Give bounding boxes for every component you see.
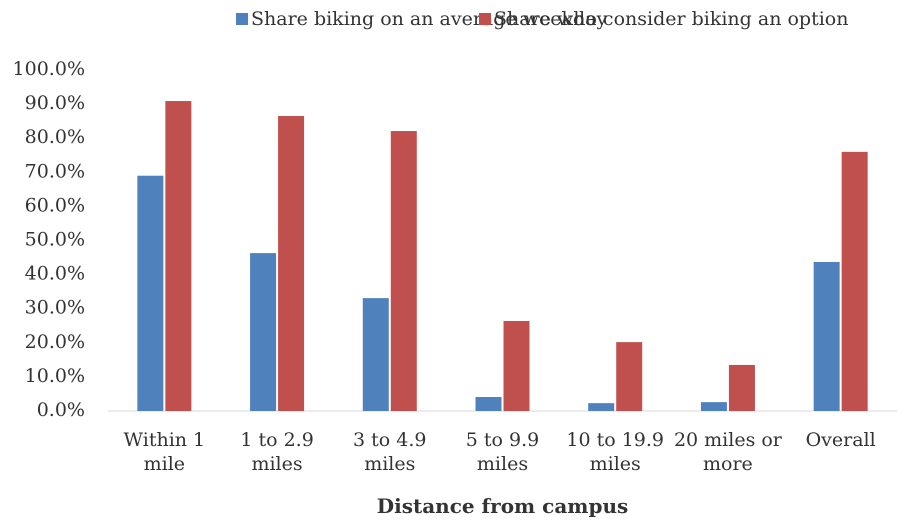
legend-swatch [236, 13, 248, 25]
x-tick-label: 10 to 19.9 miles [566, 429, 665, 475]
bar [616, 342, 643, 411]
x-tick-label: Overall [805, 429, 876, 451]
x-tick-label: 1 to 2.9 miles [240, 429, 314, 475]
legend-label: Share who consider biking an option [494, 8, 848, 30]
bar [700, 402, 727, 411]
x-axis-title: Distance from campus [376, 494, 629, 518]
y-tick-label: 40.0% [25, 263, 85, 285]
bar [588, 403, 615, 411]
y-tick-label: 50.0% [25, 229, 85, 251]
x-tick-label: 20 miles or more [673, 429, 782, 475]
y-tick-label: 30.0% [25, 297, 85, 319]
bar [390, 131, 417, 411]
y-tick-label: 80.0% [25, 126, 85, 148]
legend-swatch [479, 13, 491, 25]
legend-label: Share biking on an average weekday [251, 8, 607, 30]
bar [475, 397, 502, 411]
y-tick-label: 20.0% [25, 331, 85, 353]
bar [165, 101, 192, 411]
y-tick-label: 90.0% [25, 92, 85, 114]
bar [728, 364, 755, 411]
y-tick-label: 0.0% [37, 399, 85, 421]
x-tick-label: 5 to 9.9 miles [465, 429, 540, 475]
bar [362, 298, 389, 411]
bar [137, 175, 164, 411]
x-tick-label: 3 to 4.9 miles [353, 429, 427, 475]
y-tick-label: 100.0% [13, 58, 85, 80]
y-tick-label: 70.0% [25, 160, 85, 182]
y-tick-label: 10.0% [25, 365, 85, 387]
x-tick-label: Within 1 mile [123, 429, 206, 475]
bar [813, 261, 840, 411]
bar [250, 253, 277, 411]
y-tick-label: 60.0% [25, 194, 85, 216]
bar [278, 116, 305, 411]
bar [503, 320, 530, 411]
bar [841, 151, 868, 411]
